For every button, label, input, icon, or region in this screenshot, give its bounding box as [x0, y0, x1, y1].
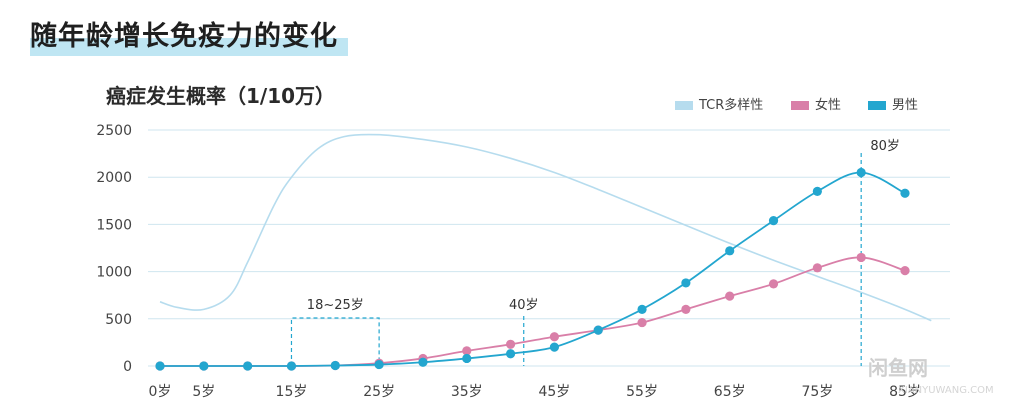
legend-item-female: 女性	[791, 94, 841, 113]
legend-swatch-female	[791, 101, 809, 110]
data-point-male-0	[155, 361, 165, 371]
series-line-tcr	[159, 133, 932, 322]
x-tick-label-15: 15岁	[276, 384, 308, 400]
x-tick-label-75: 75岁	[801, 384, 833, 400]
data-point-male-70	[768, 216, 779, 226]
x-tick-label-45: 45岁	[538, 384, 570, 400]
watermark-url: XIANYUWANG.COM	[898, 385, 994, 396]
annotation-box-18-25	[290, 317, 380, 366]
legend-label-female: 女性	[815, 98, 842, 113]
legend-item-male: 男性	[868, 94, 918, 113]
data-point-female-70	[768, 279, 779, 289]
legend-swatch-tcr	[675, 101, 693, 110]
data-point-female-85	[900, 266, 910, 276]
data-point-male-55	[637, 304, 647, 314]
series-line-male	[160, 171, 906, 367]
data-point-male-45	[549, 342, 560, 352]
data-point-female-60	[681, 304, 691, 314]
data-point-male-80	[856, 167, 866, 178]
data-point-female-75	[812, 263, 822, 273]
data-point-male-85	[900, 188, 910, 198]
x-tick-label-65: 65岁	[714, 384, 746, 400]
data-point-male-35	[462, 353, 472, 364]
chart-title: 随年龄增长免疫力的变化	[30, 21, 338, 52]
y-tick-label-1500: 1500	[96, 217, 132, 233]
data-point-female-35	[462, 346, 472, 356]
data-point-male-50	[593, 325, 603, 335]
data-point-female-55	[637, 317, 647, 328]
legend-item-tcr: TCR多样性	[675, 94, 763, 113]
y-tick-label-2000: 2000	[96, 170, 132, 186]
legend-label-male: 男性	[892, 98, 919, 113]
data-point-female-45	[549, 332, 560, 342]
x-tick-label-25: 25岁	[363, 384, 395, 400]
annotation-label-18-25: 18~25岁	[307, 298, 364, 313]
y-tick-label-1000: 1000	[96, 265, 132, 281]
data-point-male-25	[374, 359, 384, 370]
data-point-female-40	[505, 339, 516, 349]
data-point-female-80	[856, 252, 866, 263]
data-point-male-10	[243, 361, 253, 371]
data-point-male-40	[505, 349, 516, 359]
y-tick-label-500: 500	[105, 312, 132, 328]
data-point-male-60	[681, 278, 691, 288]
data-point-male-65	[725, 246, 735, 256]
chart-subtitle: 癌症发生概率（1/10万）	[106, 84, 336, 108]
data-point-male-20	[330, 360, 340, 371]
legend-swatch-male	[868, 101, 886, 110]
title-highlight	[30, 38, 348, 56]
data-point-male-15	[286, 361, 297, 371]
legend-label-tcr: TCR多样性	[699, 98, 764, 113]
x-tick-label-55: 55岁	[626, 384, 658, 400]
watermark-logo: 闲鱼网	[868, 356, 928, 380]
y-tick-label-2500: 2500	[96, 123, 132, 139]
x-tick-label-35: 35岁	[451, 384, 483, 400]
x-tick-label-5: 5岁	[192, 384, 215, 400]
x-tick-label-85: 85岁	[889, 384, 921, 400]
data-point-male-30	[418, 357, 428, 367]
annotation-label-80: 80岁	[870, 139, 900, 154]
data-point-male-75	[812, 186, 822, 196]
data-point-male-5	[199, 361, 209, 371]
annotation-label-40: 40岁	[509, 298, 539, 313]
x-tick-label-0: 0岁	[149, 384, 172, 400]
data-point-female-65	[725, 291, 735, 301]
title-block: 随年龄增长免疫力的变化	[30, 14, 348, 56]
y-tick-label-0: 0	[123, 359, 132, 375]
